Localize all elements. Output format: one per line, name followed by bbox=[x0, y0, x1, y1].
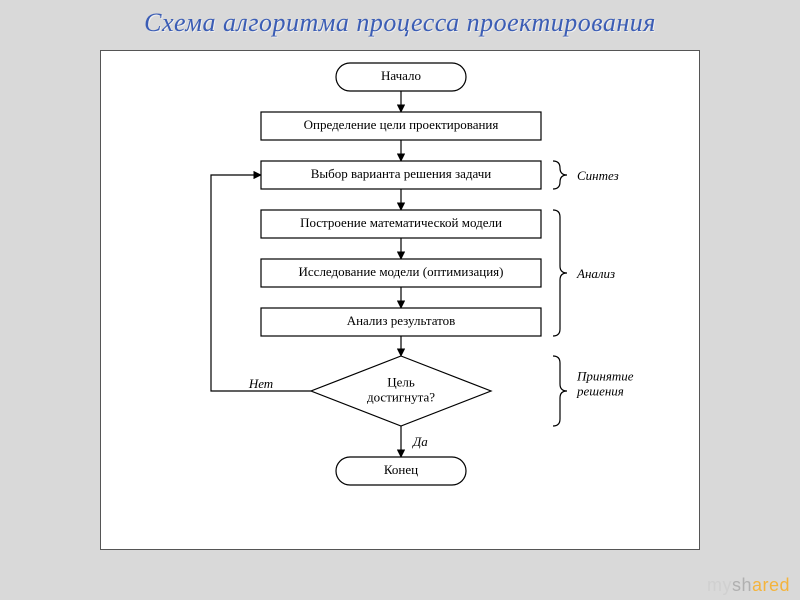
svg-text:Конец: Конец bbox=[384, 462, 418, 477]
bracket-1 bbox=[553, 210, 567, 336]
watermark: myshared bbox=[707, 575, 790, 596]
watermark-part: my bbox=[707, 575, 732, 595]
svg-text:Выбор варианта решения задачи: Выбор варианта решения задачи bbox=[311, 166, 492, 181]
bracket-2 bbox=[553, 356, 567, 426]
svg-text:Да: Да bbox=[411, 434, 428, 449]
bracket-0 bbox=[553, 161, 567, 189]
svg-text:Построение математической моде: Построение математической модели bbox=[300, 215, 502, 230]
watermark-part: a bbox=[752, 575, 763, 595]
watermark-part: sh bbox=[732, 575, 752, 595]
slide: Схема алгоритма процесса проектирования … bbox=[0, 0, 800, 600]
svg-text:Принятиерешения: Принятиерешения bbox=[576, 369, 634, 399]
svg-text:Исследование модели (оптимизац: Исследование модели (оптимизация) bbox=[299, 264, 504, 279]
svg-text:Синтез: Синтез bbox=[577, 168, 619, 183]
svg-text:Определение цели проектировани: Определение цели проектирования bbox=[304, 117, 499, 132]
watermark-part: red bbox=[762, 575, 790, 595]
svg-text:Анализ результатов: Анализ результатов bbox=[347, 313, 456, 328]
svg-text:Анализ: Анализ bbox=[576, 266, 615, 281]
svg-text:Начало: Начало bbox=[381, 68, 421, 83]
svg-text:Нет: Нет bbox=[248, 376, 273, 391]
flowchart-svg: Начало Определение цели проектирования Выб… bbox=[101, 51, 699, 549]
flowchart-frame: Начало Определение цели проектирования Выб… bbox=[100, 50, 700, 550]
page-title: Схема алгоритма процесса проектирования bbox=[0, 8, 800, 38]
